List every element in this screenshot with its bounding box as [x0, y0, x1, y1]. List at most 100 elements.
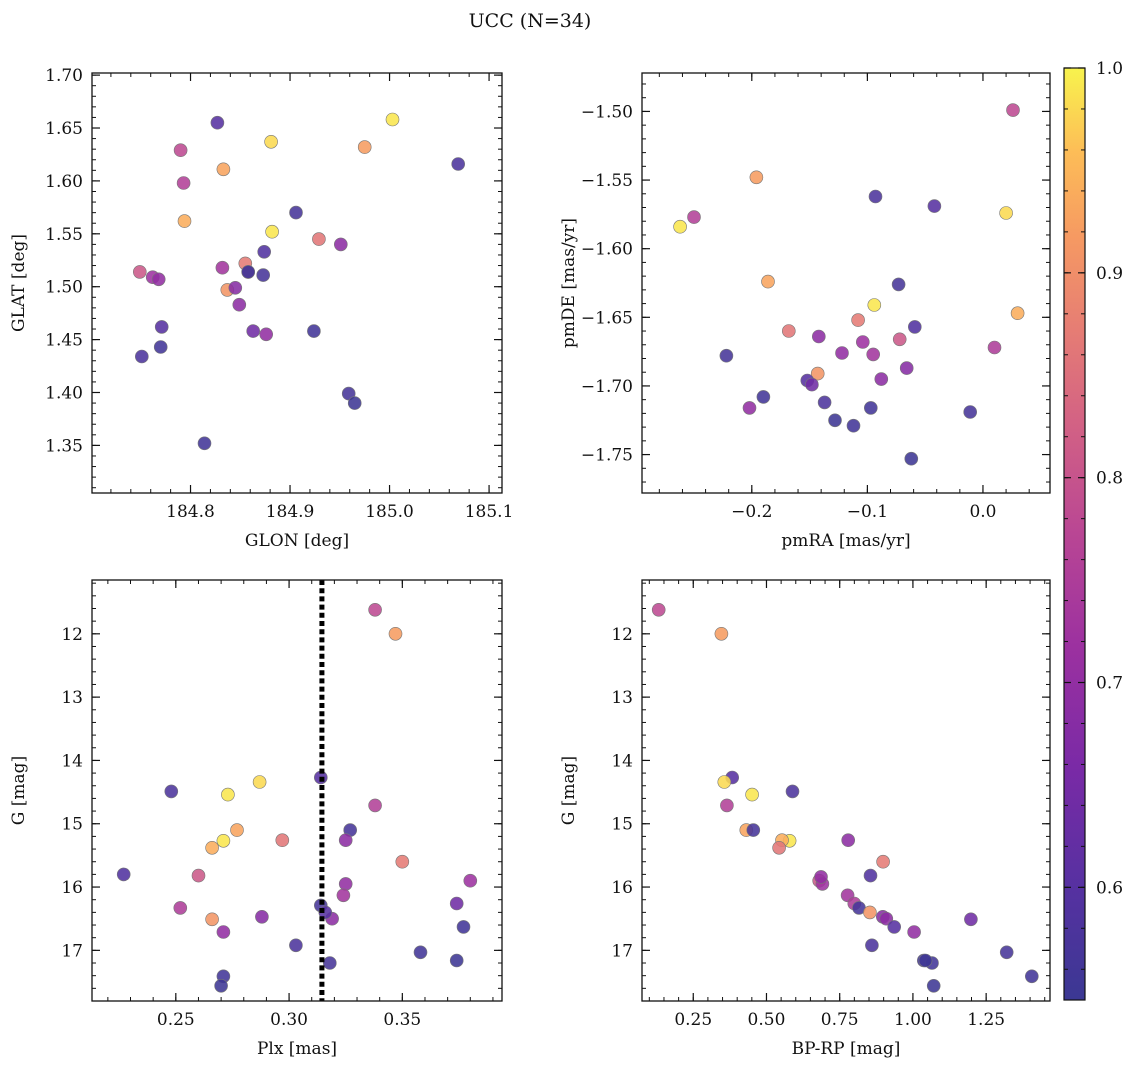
data-point: [855, 335, 870, 349]
data-point: [756, 390, 771, 404]
panel-pmra-pmde: −0.2 −0.1 0.0 −1.75 −1.70 −1.65 −1.60 −1.55 −1.5…: [559, 72, 1051, 551]
data-point: [289, 938, 303, 953]
y-tick-label: 17: [61, 941, 83, 961]
y-tick-label: 1.60: [45, 172, 83, 192]
data-point: [876, 854, 890, 869]
data-point: [828, 413, 842, 428]
y-tick-label: −1.75: [581, 446, 633, 466]
data-point: [252, 775, 267, 789]
y-axis-label: GLAT [deg]: [9, 234, 29, 332]
data-point: [228, 280, 243, 295]
colorbar-tick-label: 1.0: [1096, 59, 1123, 79]
colorbar-tick-label: 0.8: [1096, 469, 1123, 489]
data-point: [964, 912, 978, 927]
data-point: [904, 451, 919, 466]
y-axis-label: pmDE [mas/yr]: [559, 218, 579, 348]
colorbar-tick-label: 0.6: [1096, 878, 1123, 898]
data-point: [835, 346, 849, 360]
x-tick-label: −0.2: [731, 502, 772, 522]
y-tick-label: 13: [611, 688, 633, 708]
data-point: [451, 157, 466, 171]
data-point: [173, 901, 188, 915]
data-point: [275, 833, 290, 848]
data-point: [867, 298, 882, 312]
data-point: [866, 347, 881, 362]
colorbar-tick-label: 0.7: [1096, 674, 1123, 694]
data-point: [216, 833, 231, 848]
data-point: [717, 775, 732, 789]
data-point: [216, 162, 231, 177]
data-point: [173, 143, 188, 157]
points-glon-glat: [133, 112, 466, 451]
panel-bprp-g: 0.25 0.50 0.75 1.00 1.25 12 13 14 15 16 17 BP-RP [m…: [559, 579, 1051, 1059]
data-point: [651, 602, 666, 617]
y-tick-label: 14: [611, 751, 633, 771]
data-point: [176, 176, 191, 190]
y-tick-label: 15: [611, 815, 633, 835]
x-tick-label: 1.00: [894, 1010, 932, 1030]
colorbar-tick-label: 0.9: [1096, 264, 1123, 284]
data-point: [449, 953, 464, 968]
data-point: [673, 219, 687, 234]
data-point: [246, 324, 260, 338]
data-point: [865, 938, 879, 953]
data-point: [817, 395, 832, 410]
x-tick-label: 0.25: [674, 1010, 712, 1030]
y-tick-label: 13: [61, 688, 83, 708]
data-point: [746, 823, 761, 837]
data-point: [851, 313, 865, 327]
axes-frame: [91, 579, 503, 1002]
x-tick-label: 184.8: [166, 502, 215, 522]
data-point: [177, 214, 192, 228]
data-point: [215, 260, 230, 275]
data-point: [216, 925, 231, 939]
data-point: [241, 265, 255, 279]
data-point: [230, 823, 244, 837]
data-point: [259, 327, 274, 342]
data-point: [257, 245, 272, 259]
y-tick-label: 1.50: [45, 278, 83, 298]
data-point: [368, 602, 382, 617]
data-point: [892, 332, 907, 347]
data-point: [714, 626, 729, 641]
y-tick-label: −1.55: [581, 171, 633, 191]
y-tick-label: 1.65: [45, 119, 83, 139]
y-tick-label: 14: [61, 751, 83, 771]
data-point: [191, 868, 206, 883]
x-tick-label: 0.30: [270, 1010, 308, 1030]
y-tick-label: 1.55: [45, 225, 83, 245]
data-point: [907, 925, 921, 939]
y-tick-label: 16: [611, 878, 633, 898]
y-tick-label: 1.45: [45, 331, 83, 351]
y-tick-label: −1.65: [581, 308, 633, 328]
data-point: [164, 784, 179, 799]
data-point: [151, 272, 166, 287]
data-point: [388, 626, 403, 641]
data-point: [312, 232, 326, 246]
data-point: [197, 436, 212, 451]
data-point: [153, 340, 168, 354]
data-point: [907, 320, 922, 334]
axes-frame: [91, 72, 503, 494]
x-tick-label: −0.1: [847, 502, 888, 522]
y-tick-label: 16: [61, 878, 83, 898]
data-point: [963, 405, 978, 419]
data-point: [745, 787, 759, 802]
data-point: [846, 418, 861, 433]
data-point: [205, 840, 219, 855]
colorbar: 0.6 0.7 0.8 0.9 1.0: [1063, 59, 1123, 1001]
data-point: [221, 787, 235, 802]
points-bprp-g: [651, 602, 1039, 993]
data-point: [719, 348, 734, 363]
data-point: [742, 401, 757, 415]
data-point: [772, 840, 786, 855]
y-tick-label: 12: [61, 625, 83, 645]
data-point: [868, 189, 883, 204]
axes-frame: [641, 579, 1051, 1002]
data-point: [307, 324, 321, 338]
y-tick-label: −1.60: [581, 240, 633, 260]
data-point: [926, 978, 941, 993]
x-axis-label: Plx [mas]: [257, 1039, 337, 1059]
data-point: [395, 854, 410, 869]
data-point: [927, 199, 942, 213]
